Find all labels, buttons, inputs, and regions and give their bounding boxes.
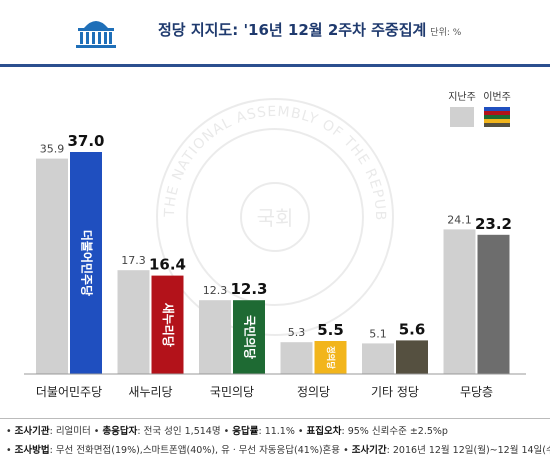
footer-line-2: • 조사방법: 무선 전화면접(19%),스마트폰앱(40%), 유ㆍ무선 자동… bbox=[6, 445, 550, 456]
chart-header: 정당 지지도: '16년 12월 2주차 주중집계 단위: % bbox=[0, 0, 550, 66]
bar-this-week bbox=[314, 341, 347, 374]
party-logo-text: 국민의당 bbox=[243, 315, 258, 359]
bar-last-week bbox=[117, 270, 150, 374]
legend-swatch-this-week bbox=[484, 123, 510, 127]
data-label-this-week: 37.0 bbox=[67, 132, 104, 150]
bar-last-week bbox=[36, 158, 68, 374]
bar-last-week bbox=[443, 229, 476, 374]
legend-label-this-week: 이번주 bbox=[483, 91, 511, 103]
survey-footer: • 조사기관: 리얼미터 • 총응답자: 전국 성인 1,514명 • 응답률:… bbox=[0, 418, 550, 463]
data-label-last-week: 24.1 bbox=[447, 213, 472, 226]
national-assembly-icon bbox=[76, 21, 116, 48]
category-label: 국민의당 bbox=[210, 385, 254, 399]
bar-this-week bbox=[70, 152, 102, 374]
category-label: 더불어민주당 bbox=[36, 385, 102, 399]
bar-last-week bbox=[362, 343, 394, 374]
category-label: 새누리당 bbox=[128, 385, 172, 399]
bar-last-week bbox=[280, 342, 313, 374]
data-label-this-week: 16.4 bbox=[149, 256, 186, 274]
chart-legend: 지난주 이번주 bbox=[448, 91, 511, 127]
legend-swatch-this-week bbox=[484, 111, 510, 115]
watermark-outer-ring bbox=[156, 98, 394, 336]
data-label-last-week: 5.3 bbox=[288, 326, 306, 339]
data-label-this-week: 23.2 bbox=[475, 215, 512, 233]
unit-label: 단위: % bbox=[430, 28, 462, 38]
bar-this-week bbox=[396, 340, 428, 374]
data-label-this-week: 5.5 bbox=[317, 321, 344, 339]
header-divider bbox=[0, 64, 550, 67]
data-label-this-week: 12.3 bbox=[230, 280, 267, 298]
category-label: 기타 정당 bbox=[371, 385, 419, 399]
bar-last-week bbox=[199, 300, 231, 374]
legend-swatch-this-week bbox=[484, 119, 510, 123]
data-label-last-week: 17.3 bbox=[121, 254, 146, 267]
category-label: 무당층 bbox=[460, 385, 493, 399]
party-logo-text: 새누리당 bbox=[161, 303, 176, 347]
data-label-last-week: 35.9 bbox=[40, 143, 65, 156]
data-label-last-week: 5.1 bbox=[369, 327, 387, 340]
bar-chart: THE NATIONAL ASSEMBLY OF THE REPUBLIC OF… bbox=[0, 67, 526, 399]
party-logo-text: 더불어민주당 bbox=[80, 230, 95, 296]
chart-title: 정당 지지도: '16년 12월 2주차 주중집계 단위: % bbox=[158, 21, 462, 39]
legend-label-last-week: 지난주 bbox=[448, 91, 476, 103]
legend-swatch-this-week bbox=[484, 107, 510, 111]
category-label: 정의당 bbox=[297, 385, 330, 399]
data-label-last-week: 12.3 bbox=[203, 284, 228, 297]
party-logo-text: 정의당 bbox=[326, 346, 336, 369]
footer-line-1: • 조사기관: 리얼미터 • 총응답자: 전국 성인 1,514명 • 응답률:… bbox=[6, 426, 448, 437]
watermark-center-text: 국회 bbox=[257, 206, 294, 230]
bar-this-week bbox=[233, 300, 265, 374]
legend-swatch-this-week bbox=[484, 115, 510, 119]
bar-this-week bbox=[151, 275, 184, 374]
watermark-inner-ring bbox=[186, 128, 364, 306]
watermark-center-ring bbox=[240, 182, 310, 252]
data-label-this-week: 5.6 bbox=[399, 320, 426, 338]
bar-this-week bbox=[477, 234, 510, 374]
legend-swatch-last-week bbox=[450, 107, 474, 127]
